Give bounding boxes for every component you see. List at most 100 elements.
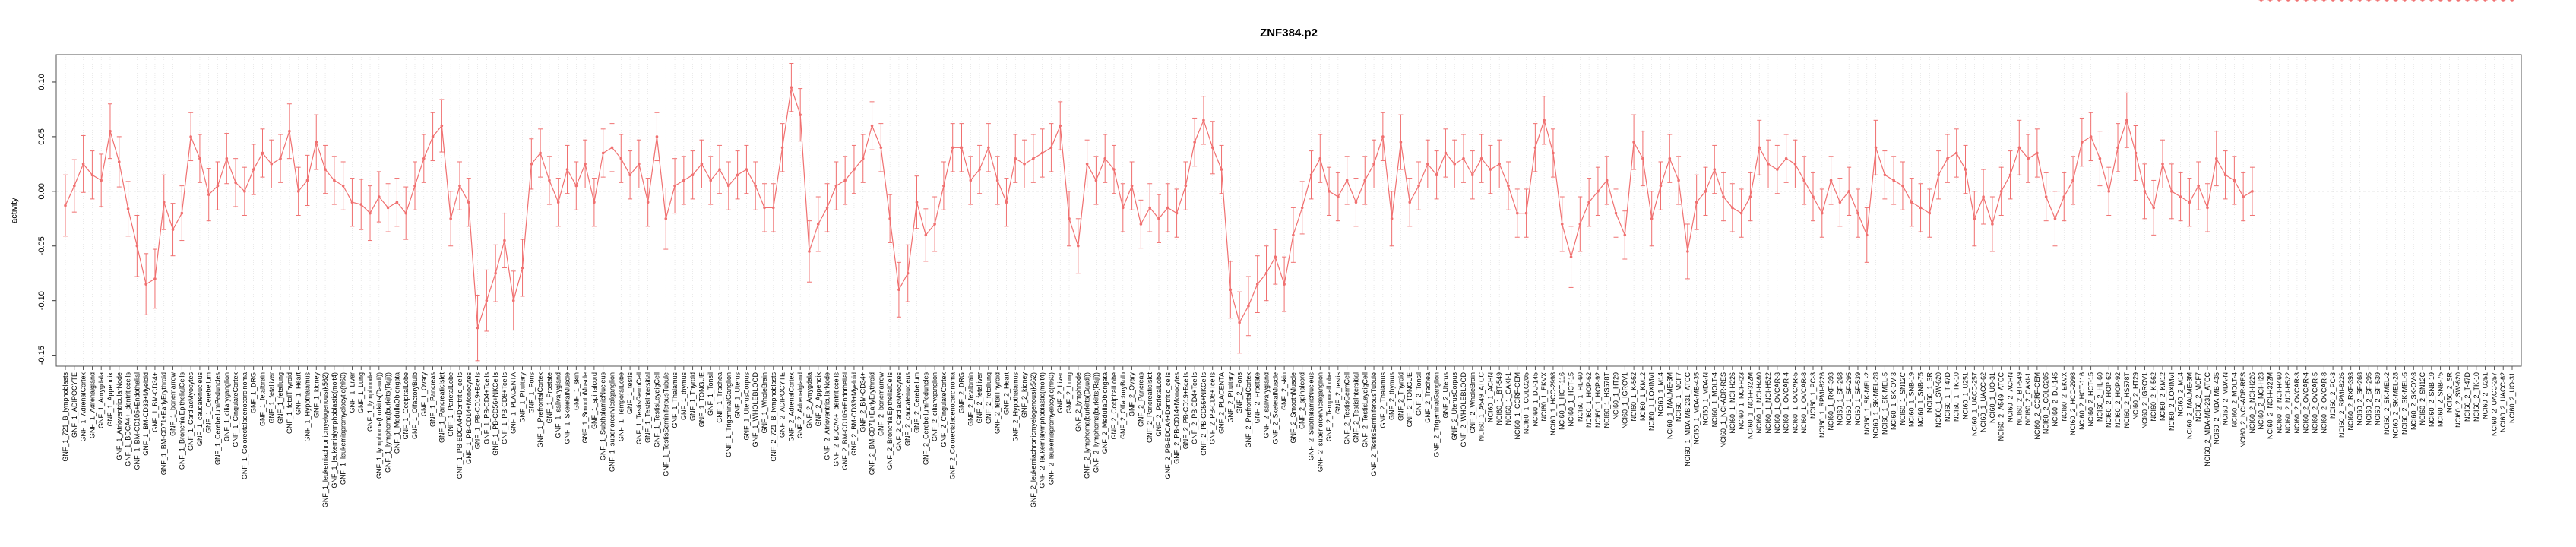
data-point — [1005, 201, 1008, 204]
data-point — [1991, 223, 1994, 226]
x-tick-label: GNF_1_BM-CD34+ — [151, 372, 159, 432]
x-tick-label: GNF_1_TrigeminalGanglion — [725, 372, 733, 457]
data-point — [1157, 217, 1160, 220]
data-point — [1318, 157, 1322, 160]
data-point — [2242, 195, 2245, 198]
data-point — [109, 129, 112, 133]
x-tick-label: GNF_1_PB-CD14+Monocytes — [465, 372, 473, 464]
data-point — [2197, 184, 2200, 188]
x-tick-label: NCI60_2_SW-620 — [2454, 372, 2462, 428]
x-tick-label: GNF_1_skin — [572, 372, 580, 410]
x-tick-label: NCI60_2_DU-145 — [2051, 372, 2059, 427]
data-point — [539, 151, 542, 155]
data-point — [1426, 163, 1429, 166]
data-point — [2233, 179, 2236, 182]
x-tick-label: GNF_2_kidney — [1021, 372, 1028, 419]
data-point — [1910, 201, 1913, 204]
x-tick-label: NCI60_1_HOP-92 — [1594, 372, 1602, 428]
data-point — [369, 211, 372, 215]
data-point — [1139, 223, 1143, 226]
x-tick-label: GNF_2_PB-CD56+NKCells — [1200, 372, 1207, 456]
x-tick-label: GNF_1_DRG — [250, 372, 258, 413]
data-point — [2223, 173, 2227, 177]
x-tick-label: NCI60_1_BT-549 — [1495, 372, 1503, 425]
x-tick-label: GNF_2_AdrenalCortex — [787, 372, 795, 442]
x-tick-label: GNF_2_lymphoma(burkitts(Raji)) — [1092, 372, 1100, 473]
data-point — [530, 163, 533, 166]
data-point — [1812, 195, 1815, 198]
data-point — [2089, 135, 2093, 138]
data-point — [619, 157, 623, 160]
data-point — [261, 151, 264, 155]
data-point — [2268, 0, 2272, 2]
data-point — [2475, 0, 2478, 2]
data-point — [2430, 0, 2433, 2]
x-tick-label: GNF_2_lymphnode — [1074, 372, 1082, 432]
x-tick-label: NCI60_2_EKVX — [2060, 372, 2068, 422]
x-tick-label: GNF_2_Pituitary — [1226, 372, 1234, 423]
y-tick-label: 0.00 — [37, 183, 46, 199]
x-tick-label: GNF_2_BDCA4+_dentriticcells — [832, 372, 840, 466]
data-point — [825, 206, 829, 210]
x-tick-label: GNF_1_Appendix — [106, 372, 114, 427]
data-point — [2358, 0, 2362, 2]
data-point — [1587, 201, 1590, 204]
x-tick-label: GNF_1_salivarygland — [555, 372, 562, 438]
data-point — [745, 168, 748, 171]
data-point — [960, 146, 964, 150]
data-point — [440, 124, 444, 128]
x-tick-label: GNF_1_PLACENTA — [510, 372, 517, 434]
x-tick-label: GNF_1_Pons — [527, 372, 535, 414]
data-point — [1954, 151, 1958, 155]
data-point — [1838, 201, 1842, 204]
data-point — [1112, 168, 1116, 171]
data-point — [2322, 0, 2326, 2]
x-tick-label: NCI60_1_DU-145 — [1531, 372, 1539, 427]
x-tick-label: NCI60_1_NCI-H226 — [1729, 372, 1736, 434]
x-tick-label: NCI60_2_MDA-MB-231_ATCC — [2204, 372, 2211, 466]
x-tick-label: GNF_1_Cerebellum — [205, 372, 213, 433]
x-tick-label: GNF_1_PB-BDCA4+Dentritic_cells — [456, 372, 464, 479]
x-tick-label: NCI60_2_SNB-75 — [2437, 372, 2445, 427]
data-point — [1784, 157, 1788, 160]
data-point — [333, 179, 336, 182]
x-tick-label: GNF_2_BM-CD71+EarlyErythroid — [869, 372, 876, 475]
x-tick-label: GNF_1_fetalThyroid — [286, 372, 293, 434]
data-point — [1578, 223, 1582, 226]
data-point — [64, 204, 67, 207]
data-point — [171, 228, 175, 231]
x-tick-label: NCI60_1_K-562 — [1630, 372, 1638, 422]
data-point — [1300, 206, 1304, 210]
x-tick-label: GNF_2_TestisLeydigCell — [1361, 372, 1369, 447]
data-point — [288, 129, 291, 133]
data-point — [2044, 195, 2048, 198]
x-tick-label: NCI60_2_UACC-62 — [2499, 372, 2507, 432]
data-point — [1829, 179, 1833, 182]
x-tick-label: NCI60_2_SR — [2445, 372, 2453, 413]
x-tick-label: GNF_1_Trachea — [716, 372, 723, 423]
x-tick-label: NCI60_1_NCI-H522 — [1764, 372, 1772, 434]
data-point — [2412, 0, 2416, 2]
x-tick-label: GNF_2_Amygdala — [805, 372, 813, 428]
y-tick-label: 0.10 — [37, 74, 46, 90]
data-point — [1802, 179, 1806, 182]
data-point — [1345, 179, 1349, 182]
x-tick-label: GNF_1_Pituitary — [519, 372, 527, 423]
data-point — [413, 184, 416, 188]
x-tick-label: GNF_1_BM-CD71+EarlyErythroid — [160, 372, 168, 475]
data-point — [1856, 211, 1859, 215]
data-point — [1381, 135, 1385, 138]
x-tick-label: GNF_2_UterusCorpus — [1451, 372, 1458, 441]
data-point — [485, 299, 489, 302]
x-tick-label: GNF_1_AtrioventricularNode — [116, 372, 123, 460]
x-tick-label: GNF_2_Ovary — [1128, 372, 1136, 417]
x-tick-label: NCI60_1_SNB-19 — [1908, 372, 1916, 427]
data-point — [162, 201, 166, 204]
x-tick-label: NCI60_1_UO-31 — [1989, 372, 1996, 423]
data-point — [906, 271, 910, 275]
data-point — [1524, 211, 1528, 215]
data-point — [628, 173, 631, 177]
data-point — [601, 151, 605, 155]
x-tick-label: GNF_2_TrigeminalGanglion — [1433, 372, 1441, 457]
x-tick-label: NCI60_1_LOXIMVI — [1648, 372, 1656, 431]
